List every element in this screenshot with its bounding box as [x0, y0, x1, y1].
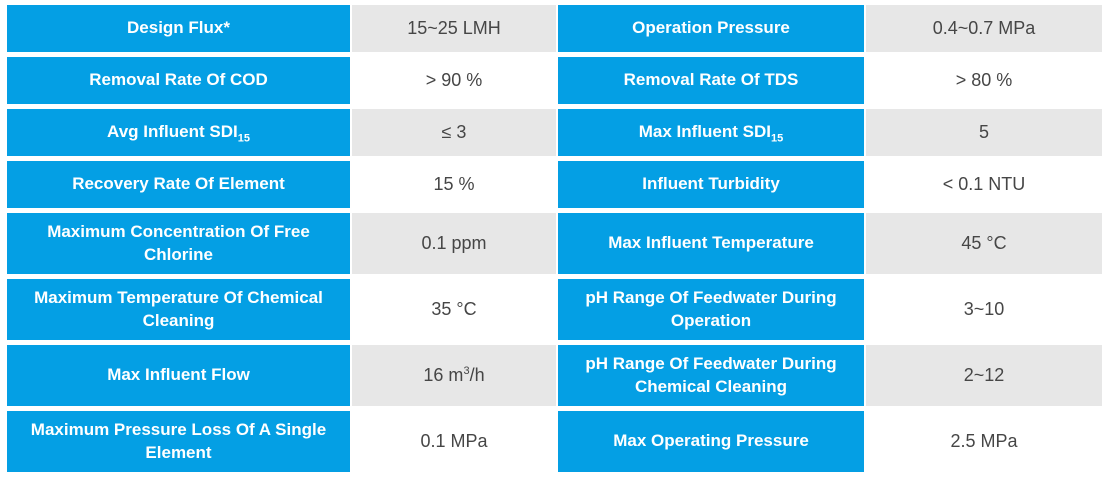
spec-label-text: Max Operating Pressure: [613, 431, 809, 451]
spec-value-text: 15 %: [433, 174, 475, 194]
spec-value-avg-influent-sdi: ≤ 3: [352, 109, 556, 156]
spec-label-max-free-chlorine: Maximum Concentration Of Free Chlorine: [7, 213, 350, 274]
spec-value-text: 45 °C: [961, 233, 1007, 253]
spec-row: Removal Rate Of COD > 90 % Removal Rate …: [7, 57, 1102, 104]
spec-label-max-influent-temperature: Max Influent Temperature: [558, 213, 864, 274]
spec-value-removal-rate-cod: > 90 %: [352, 57, 556, 104]
spec-row: Max Influent Flow 16 m3/h pH Range Of Fe…: [7, 345, 1102, 406]
spec-value-text: > 80 %: [955, 70, 1013, 90]
spec-label-ph-range-operation: pH Range Of Feedwater During Operation: [558, 279, 864, 340]
spec-value-text: 3~10: [963, 299, 1005, 319]
spec-label-text: Avg Influent SDI: [107, 122, 238, 142]
spec-label-removal-rate-cod: Removal Rate Of COD: [7, 57, 350, 104]
spec-label-recovery-rate: Recovery Rate Of Element: [7, 161, 350, 208]
spec-label-design-flux: Design Flux*: [7, 5, 350, 52]
spec-value-max-pressure-loss: 0.1 MPa: [352, 411, 556, 472]
spec-value-text: 2~12: [963, 365, 1005, 385]
spec-label-ph-range-chemical-cleaning: pH Range Of Feedwater During Chemical Cl…: [558, 345, 864, 406]
spec-label-text: Operation Pressure: [632, 18, 790, 38]
spec-table: Design Flux* 15~25 LMH Operation Pressur…: [5, 0, 1104, 477]
spec-value-text: 2.5 MPa: [950, 431, 1018, 451]
spec-value-text: 5: [978, 122, 989, 142]
spec-value-max-operating-pressure: 2.5 MPa: [866, 411, 1102, 472]
spec-label-removal-rate-tds: Removal Rate Of TDS: [558, 57, 864, 104]
spec-label-text: Maximum Pressure Loss Of A Single Elemen…: [30, 420, 327, 462]
spec-value-text: 16 m: [423, 365, 464, 385]
spec-label-text: Max Influent Flow: [107, 365, 250, 385]
spec-label-text: Removal Rate Of TDS: [623, 70, 799, 90]
spec-row: Maximum Temperature Of Chemical Cleaning…: [7, 279, 1102, 340]
spec-label-subscript: 15: [770, 132, 784, 145]
spec-value-removal-rate-tds: > 80 %: [866, 57, 1102, 104]
spec-value-text: 0.1 ppm: [421, 233, 487, 253]
spec-value-ph-range-chemical-cleaning: 2~12: [866, 345, 1102, 406]
spec-value-text: 35 °C: [431, 299, 477, 319]
spec-label-subscript: 15: [237, 132, 250, 145]
spec-label-text: pH Range Of Feedwater During Operation: [585, 288, 837, 330]
spec-value-text: ≤ 3: [441, 122, 467, 142]
spec-value-operation-pressure: 0.4~0.7 MPa: [866, 5, 1102, 52]
spec-label-text: Maximum Temperature Of Chemical Cleaning: [34, 288, 323, 330]
spec-row: Avg Influent SDI15 ≤ 3 Max Influent SDI1…: [7, 109, 1102, 156]
spec-value-text: 0.1 MPa: [420, 431, 488, 451]
spec-value-influent-turbidity: < 0.1 NTU: [866, 161, 1102, 208]
spec-label-avg-influent-sdi: Avg Influent SDI15: [7, 109, 350, 156]
spec-value-max-free-chlorine: 0.1 ppm: [352, 213, 556, 274]
spec-label-text: Max Influent SDI: [638, 122, 771, 142]
spec-row: Recovery Rate Of Element 15 % Influent T…: [7, 161, 1102, 208]
spec-value-recovery-rate: 15 %: [352, 161, 556, 208]
spec-label-text: pH Range Of Feedwater During Chemical Cl…: [585, 354, 837, 396]
spec-label-max-influent-flow: Max Influent Flow: [7, 345, 350, 406]
spec-value-max-cleaning-temperature: 35 °C: [352, 279, 556, 340]
spec-label-max-cleaning-temperature: Maximum Temperature Of Chemical Cleaning: [7, 279, 350, 340]
spec-value-text: 0.4~0.7 MPa: [932, 18, 1036, 38]
spec-value-superscript: 3: [463, 365, 470, 377]
spec-row: Maximum Concentration Of Free Chlorine 0…: [7, 213, 1102, 274]
spec-value-max-influent-flow: 16 m3/h: [352, 345, 556, 406]
spec-label-text: Maximum Concentration Of Free Chlorine: [47, 222, 310, 264]
spec-value-text: < 0.1 NTU: [942, 174, 1026, 194]
spec-label-text: Max Influent Temperature: [608, 233, 814, 253]
spec-label-max-pressure-loss: Maximum Pressure Loss Of A Single Elemen…: [7, 411, 350, 472]
spec-value-ph-range-operation: 3~10: [866, 279, 1102, 340]
spec-label-text: Influent Turbidity: [642, 174, 780, 194]
spec-label-text: Recovery Rate Of Element: [72, 174, 285, 194]
spec-row: Design Flux* 15~25 LMH Operation Pressur…: [7, 5, 1102, 52]
spec-label-max-influent-sdi: Max Influent SDI15: [558, 109, 864, 156]
spec-value-max-influent-temperature: 45 °C: [866, 213, 1102, 274]
spec-label-operation-pressure: Operation Pressure: [558, 5, 864, 52]
spec-value-design-flux: 15~25 LMH: [352, 5, 556, 52]
spec-label-text: Removal Rate Of COD: [89, 70, 268, 90]
spec-value-text: > 90 %: [425, 70, 483, 90]
spec-value-max-influent-sdi: 5: [866, 109, 1102, 156]
spec-value-text: 15~25 LMH: [407, 18, 501, 38]
spec-row: Maximum Pressure Loss Of A Single Elemen…: [7, 411, 1102, 472]
spec-label-influent-turbidity: Influent Turbidity: [558, 161, 864, 208]
spec-label-text: Design Flux*: [127, 18, 230, 38]
spec-value-text-end: /h: [469, 365, 485, 385]
spec-label-max-operating-pressure: Max Operating Pressure: [558, 411, 864, 472]
